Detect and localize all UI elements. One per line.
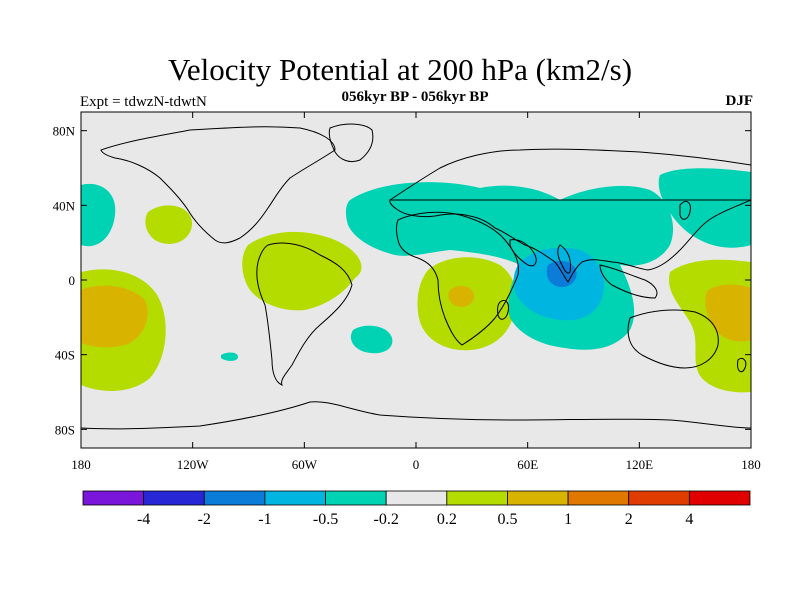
south-america-positive: [242, 231, 362, 311]
colorbar-swatch: [203, 490, 266, 506]
season-label: DJF: [725, 93, 754, 109]
colorbar: -4 -2 -1 -0.5 -0.2 0.2 0.5 1 2 4: [82, 490, 751, 528]
lat-tick-label: 80N: [53, 124, 76, 139]
plot-title: Velocity Potential at 200 hPa (km2/s): [167, 52, 633, 87]
lon-tick-label: 120W: [177, 457, 210, 472]
colorbar-label: 4: [685, 511, 693, 528]
map-panel: [81, 112, 751, 448]
colorbar-label: -0.2: [374, 511, 399, 528]
colorbar-swatch: [82, 490, 145, 506]
map-background: [81, 112, 751, 448]
lat-tick-label: 40N: [53, 198, 76, 213]
colorbar-swatch: [628, 490, 690, 506]
lon-tick-label: 0: [413, 457, 420, 472]
colorbar-swatch: [446, 490, 508, 506]
colorbar-label: -1: [258, 511, 271, 528]
lon-tick-label: 60W: [292, 457, 318, 472]
colorbar-label: -0.5: [313, 511, 338, 528]
south-atlantic-negative: [350, 325, 393, 354]
colorbar-swatch: [264, 490, 326, 506]
colorbar-label: 1: [564, 511, 572, 528]
colorbar-swatch: [567, 490, 630, 506]
east-pacific-core: [81, 285, 148, 348]
lat-tick-label: 40S: [55, 348, 75, 363]
africa-core: [448, 285, 475, 307]
period-label: 056kyr BP - 056kyr BP: [341, 89, 489, 105]
lon-tick-label: 180: [71, 457, 91, 472]
south-pacific-negative: [221, 352, 238, 361]
experiment-label: Expt = tdwzN-tdwtN: [80, 94, 207, 110]
colorbar-label: 0.2: [437, 511, 457, 528]
lon-tick-label: 180: [741, 457, 761, 472]
northeast-asia-negative: [658, 168, 751, 248]
colorbar-label: 0.5: [497, 511, 517, 528]
lat-tick-label: 0: [69, 273, 76, 288]
colorbar-swatch: [325, 490, 387, 506]
lat-tick-label: 80S: [55, 422, 75, 437]
colorbar-swatch: [507, 490, 569, 506]
longitude-axis: 180 120W 60W 0 60E 120E 180: [71, 112, 761, 472]
lon-tick-label: 120E: [626, 457, 654, 472]
north-pacific-negative: [81, 183, 116, 247]
colorbar-swatch: [688, 490, 751, 506]
latitude-axis: 80N 40N 0 40S 80S: [53, 124, 751, 437]
west-pacific-core: [705, 284, 751, 342]
colorbar-swatch: [385, 490, 448, 506]
coastlines: [81, 123, 751, 430]
colorbar-label: 2: [625, 511, 633, 528]
north-pacific-positive: [145, 205, 193, 244]
colorbar-label: -2: [198, 511, 211, 528]
lon-tick-label: 60E: [517, 457, 538, 472]
colorbar-swatch: [143, 490, 205, 506]
anomaly-shading: [81, 168, 751, 393]
colorbar-label: -4: [137, 511, 150, 528]
